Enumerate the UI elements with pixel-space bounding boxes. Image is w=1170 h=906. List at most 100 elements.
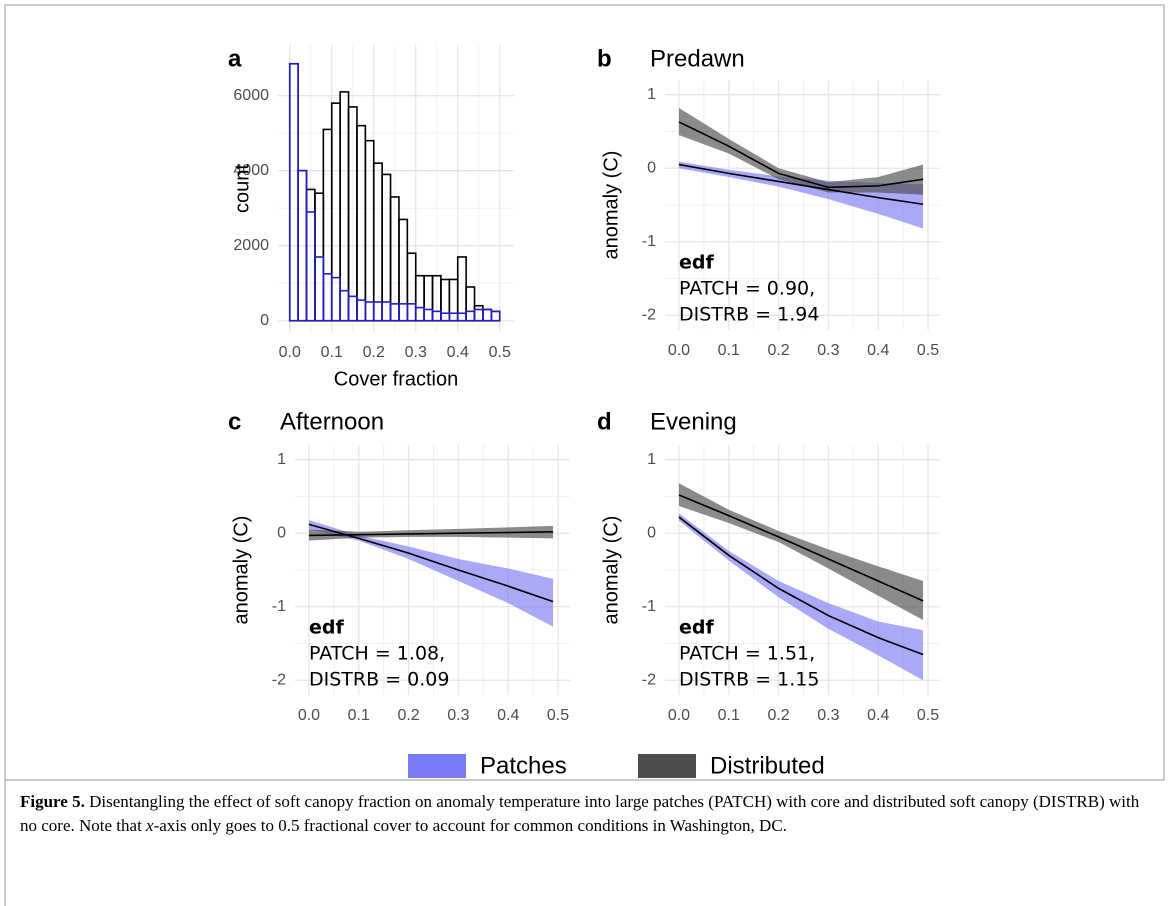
histogram-bar (372, 162, 383, 322)
histogram-bar (339, 289, 350, 322)
caption: Figure 5. Disentangling the effect of so… (20, 790, 1140, 838)
annotation-text: DISTRB = 1.15 (679, 669, 819, 691)
annotation-text: DISTRB = 1.94 (679, 304, 819, 326)
caption-label: Figure 5. (20, 792, 85, 811)
x-tick-label: 0.5 (917, 707, 939, 724)
x-tick-label: 0.0 (668, 707, 690, 724)
histogram-bar (490, 310, 501, 322)
histogram-bar (456, 312, 467, 322)
annotation-heading: edf (309, 617, 344, 639)
y-tick-label: -2 (272, 672, 286, 689)
caption-text: -axis only goes to 0.5 fractional cover … (153, 816, 787, 835)
x-tick-label: 0.0 (298, 707, 320, 724)
histogram-bar (330, 276, 341, 322)
histogram-bar (364, 301, 375, 322)
histogram-bar (356, 124, 367, 322)
y-axis-title: count (231, 164, 253, 213)
fit-line (308, 523, 554, 603)
x-tick-label: 0.2 (767, 342, 789, 359)
x-tick-label: 0.1 (321, 344, 343, 361)
x-tick-label: 0.3 (817, 342, 839, 359)
legend-swatch (638, 754, 696, 778)
y-tick-label: 0 (277, 524, 286, 541)
legend-label: Patches (480, 752, 567, 779)
histogram-bar (414, 274, 425, 322)
x-tick-label: 0.3 (405, 344, 427, 361)
y-tick-label: 0 (647, 159, 656, 176)
fit-line (678, 516, 924, 656)
histogram-bar (465, 286, 476, 322)
confidence-band (678, 107, 924, 195)
histogram-bar (440, 312, 451, 322)
x-tick-label: 0.4 (447, 344, 469, 361)
y-tick-label: 1 (647, 86, 656, 103)
histogram-bar (482, 308, 493, 322)
histogram-bar (364, 139, 375, 322)
annotation-text: PATCH = 1.08, (309, 643, 445, 665)
confidence-band (678, 513, 924, 681)
x-tick-label: 0.0 (279, 344, 301, 361)
x-tick-label: 0.2 (767, 707, 789, 724)
x-tick-label: 0.4 (867, 707, 889, 724)
panel-letter: a (228, 45, 242, 72)
histogram-bar (414, 306, 425, 322)
panel-title: Predawn (650, 45, 745, 72)
confidence-band (678, 161, 924, 229)
frame (4, 4, 1165, 906)
histogram-bar (456, 256, 467, 322)
x-tick-label: 0.1 (348, 707, 370, 724)
histogram-bar (482, 308, 493, 322)
x-tick-label: 0.0 (668, 342, 690, 359)
x-tick-label: 0.3 (817, 707, 839, 724)
histogram-bar (448, 312, 459, 322)
fit-line (308, 530, 554, 537)
fit-line (678, 163, 924, 206)
panel-title: Evening (650, 408, 737, 435)
histogram-bar (288, 62, 299, 322)
y-tick-label: -2 (642, 307, 656, 324)
histogram-bar (406, 252, 417, 322)
legend-swatch (408, 754, 466, 778)
histogram-bar (465, 310, 476, 322)
annotation-text: PATCH = 0.90, (679, 278, 815, 300)
x-tick-label: 0.1 (718, 707, 740, 724)
x-tick-label: 0.5 (547, 707, 569, 724)
confidence-band (678, 483, 924, 620)
panel-letter: b (597, 45, 612, 72)
histogram-bar (440, 278, 451, 322)
y-tick-label: 0 (647, 524, 656, 541)
histogram-bar (372, 301, 383, 322)
annotation-heading: edf (679, 617, 714, 639)
histogram-bar (398, 218, 409, 322)
x-tick-label: 0.4 (867, 342, 889, 359)
histogram-bar (314, 256, 325, 322)
y-tick-label: 1 (647, 451, 656, 468)
histogram-bar (381, 173, 392, 322)
histogram-bar (448, 278, 459, 322)
y-axis-title: anomaly (C) (600, 151, 622, 260)
x-tick-label: 0.2 (397, 707, 419, 724)
y-axis-title: anomaly (C) (600, 516, 622, 625)
panel-title: Afternoon (280, 408, 384, 435)
x-tick-label: 0.4 (497, 707, 519, 724)
annotation-heading: edf (679, 252, 714, 274)
x-tick-label: 0.1 (718, 342, 740, 359)
y-tick-label: 1 (277, 451, 286, 468)
caption-text: Disentangling the effect of soft canopy … (20, 792, 1140, 835)
histogram-bar (398, 303, 409, 322)
histogram-bar (322, 128, 333, 322)
y-tick-label: 6000 (233, 87, 269, 104)
histogram-bar (288, 62, 299, 322)
histogram-bar (322, 273, 333, 322)
caption-italic: x (146, 816, 154, 835)
y-axis-title: anomaly (C) (230, 516, 252, 625)
y-tick-label: -1 (272, 598, 286, 615)
x-tick-label: 0.3 (447, 707, 469, 724)
histogram-bar (381, 301, 392, 322)
histogram-bar (356, 299, 367, 322)
histogram-bar (339, 91, 350, 322)
fit-line (678, 494, 924, 602)
y-tick-label: -1 (642, 598, 656, 615)
